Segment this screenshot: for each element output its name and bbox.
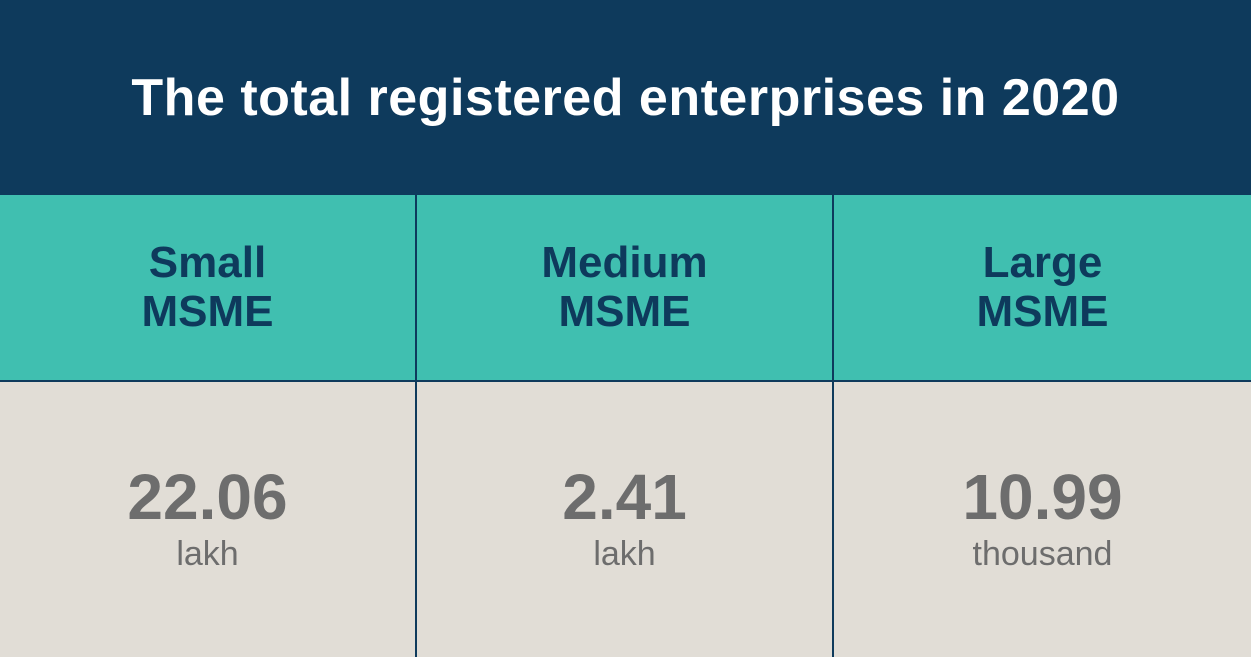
value-number: 22.06	[127, 465, 287, 529]
column-value: 10.99 thousand	[834, 380, 1251, 657]
column-header: Small MSME	[0, 195, 417, 380]
column-large: Large MSME 10.99 thousand	[834, 195, 1251, 657]
column-header-bottom: MSME	[977, 288, 1109, 336]
column-header: Medium MSME	[417, 195, 834, 380]
column-header-top: Medium	[541, 239, 707, 287]
column-medium: Medium MSME 2.41 lakh	[417, 195, 834, 657]
title-text: The total registered enterprises in 2020	[131, 68, 1119, 128]
column-header-top: Small	[149, 239, 266, 287]
column-header-top: Large	[983, 239, 1103, 287]
column-header-bottom: MSME	[142, 288, 274, 336]
title-bar: The total registered enterprises in 2020	[0, 0, 1251, 195]
infographic-container: The total registered enterprises in 2020…	[0, 0, 1251, 657]
value-unit: lakh	[176, 535, 238, 574]
value-unit: lakh	[593, 535, 655, 574]
value-number: 10.99	[962, 465, 1122, 529]
column-value: 2.41 lakh	[417, 380, 834, 657]
value-number: 2.41	[562, 465, 687, 529]
column-value: 22.06 lakh	[0, 380, 417, 657]
columns-row: Small MSME 22.06 lakh Medium MSME 2.41 l…	[0, 195, 1251, 657]
column-header: Large MSME	[834, 195, 1251, 380]
column-header-bottom: MSME	[559, 288, 691, 336]
value-unit: thousand	[973, 535, 1113, 574]
column-small: Small MSME 22.06 lakh	[0, 195, 417, 657]
